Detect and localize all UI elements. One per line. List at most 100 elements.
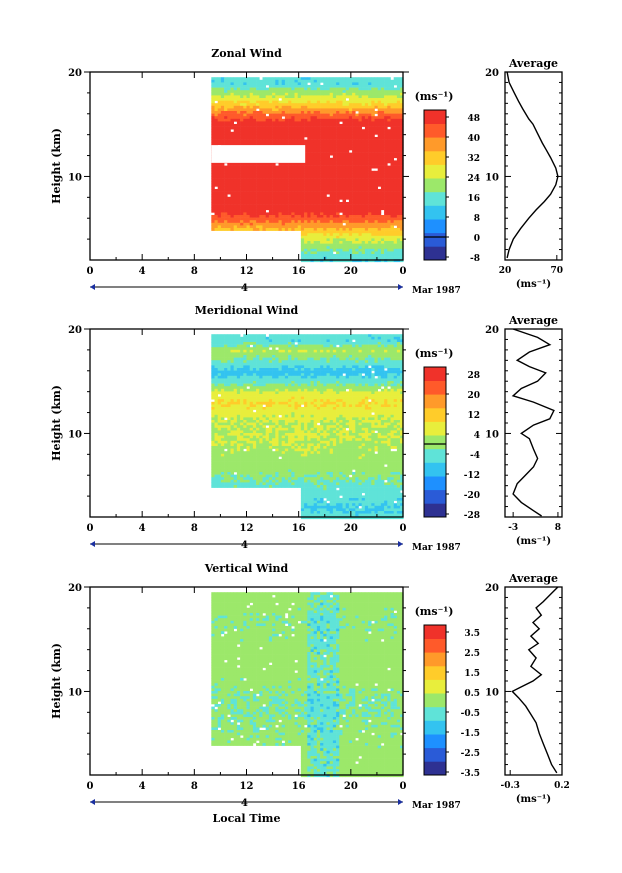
heatmap-cell: [313, 189, 318, 192]
heatmap-cell: [390, 111, 394, 114]
heatmap-cell: [227, 355, 231, 358]
heatmap-cell: [259, 443, 263, 447]
heatmap-cell: [259, 482, 263, 486]
heatmap-cell: [249, 95, 254, 99]
heatmap-cell: [387, 108, 391, 112]
heatmap-cell: [259, 124, 263, 127]
heatmap-cell: [313, 85, 318, 88]
heatmap-cell: [348, 160, 353, 164]
heatmap-cell: [220, 420, 225, 423]
heatmap-cell: [243, 336, 247, 340]
heatmap-cell: [387, 77, 391, 81]
heatmap-cell: [297, 189, 302, 192]
heatmap-cell: [259, 417, 263, 421]
heatmap-cell: [233, 100, 238, 104]
heatmap-cell: [320, 228, 324, 231]
heatmap-cell: [288, 217, 292, 221]
heatmap-cell: [352, 241, 356, 244]
heatmap-cell: [400, 238, 404, 242]
heatmap-cell: [252, 181, 257, 185]
heatmap-cell: [236, 170, 241, 174]
heatmap-cell: [361, 230, 366, 234]
heatmap-cell: [384, 134, 388, 138]
heatmap-cell: [224, 111, 228, 114]
heatmap-cell: [268, 202, 273, 205]
heatmap-cell: [230, 131, 234, 135]
heatmap-cell: [288, 194, 292, 198]
heatmap-cell: [284, 217, 289, 221]
heatmap-cell: [377, 215, 382, 218]
heatmap-cell: [339, 144, 343, 148]
heatmap-cell: [297, 92, 302, 96]
heatmap-cell: [259, 430, 263, 434]
heatmap-cell: [364, 176, 369, 179]
heatmap-cell: [249, 443, 254, 447]
heatmap-cell: [329, 228, 334, 231]
heatmap-cell: [236, 430, 241, 434]
heatmap-cell: [320, 108, 324, 112]
heatmap-cell: [380, 103, 385, 107]
heatmap-cell: [348, 126, 353, 130]
heatmap-cell: [230, 196, 234, 200]
heatmap-cell: [281, 108, 286, 112]
heatmap-cell: [323, 207, 327, 211]
heatmap-cell: [384, 173, 388, 177]
heatmap-cell: [236, 360, 241, 364]
heatmap-cell: [240, 430, 244, 434]
heatmap-cell: [252, 360, 257, 364]
heatmap-cell: [236, 438, 241, 442]
heatmap-cell: [249, 425, 254, 429]
heatmap-cell: [342, 251, 346, 255]
heatmap-cell: [390, 222, 394, 226]
heatmap-cell: [211, 469, 215, 473]
heatmap-cell: [217, 342, 222, 345]
heatmap-cell: [256, 334, 260, 338]
heatmap-cell: [380, 259, 385, 263]
heatmap-cell: [272, 194, 276, 198]
heatmap-cell: [345, 105, 350, 109]
heatmap-cell: [329, 256, 334, 260]
heatmap-cell: [329, 77, 334, 81]
heatmap-cell: [233, 414, 238, 418]
heatmap-cell: [310, 225, 314, 229]
heatmap-cell: [304, 168, 308, 172]
heatmap-cell: [294, 212, 298, 216]
heatmap-cell: [294, 194, 298, 198]
heatmap-cell: [288, 126, 292, 130]
heatmap-cell: [329, 243, 334, 247]
heatmap-cell: [368, 160, 372, 164]
heatmap-cell: [352, 111, 356, 114]
heatmap-cell: [281, 126, 286, 130]
heatmap-cell: [240, 142, 244, 146]
heatmap-cell: [393, 100, 398, 104]
heatmap-cell: [342, 194, 346, 198]
heatmap-cell: [313, 222, 318, 226]
heatmap-cell: [281, 228, 286, 231]
heatmap-cell: [214, 126, 218, 130]
heatmap-cell: [396, 243, 401, 247]
heatmap-cell: [230, 199, 234, 203]
heatmap-cell: [336, 85, 340, 88]
heatmap-cell: [224, 189, 228, 192]
heatmap-cell: [220, 485, 225, 488]
heatmap-cell: [307, 241, 311, 244]
heatmap-cell: [358, 248, 362, 252]
heatmap-cell: [227, 394, 231, 397]
heatmap-cell: [243, 365, 247, 369]
heatmap-cell: [284, 79, 289, 83]
heatmap-cell: [387, 248, 391, 252]
heatmap-cell: [284, 202, 289, 205]
heatmap-cell: [358, 220, 362, 224]
heatmap-cell: [400, 207, 404, 211]
heatmap-cell: [316, 92, 321, 96]
heatmap-cell: [278, 168, 282, 172]
heatmap-cell: [300, 225, 305, 229]
heatmap-cell: [316, 191, 321, 195]
heatmap-cell: [291, 209, 295, 213]
heatmap-cell: [246, 344, 250, 348]
heatmap-cell: [387, 144, 391, 148]
heatmap-cell: [252, 349, 257, 353]
heatmap-cell: [220, 352, 225, 356]
heatmap-cell: [368, 248, 372, 252]
heatmap-cell: [304, 235, 308, 239]
